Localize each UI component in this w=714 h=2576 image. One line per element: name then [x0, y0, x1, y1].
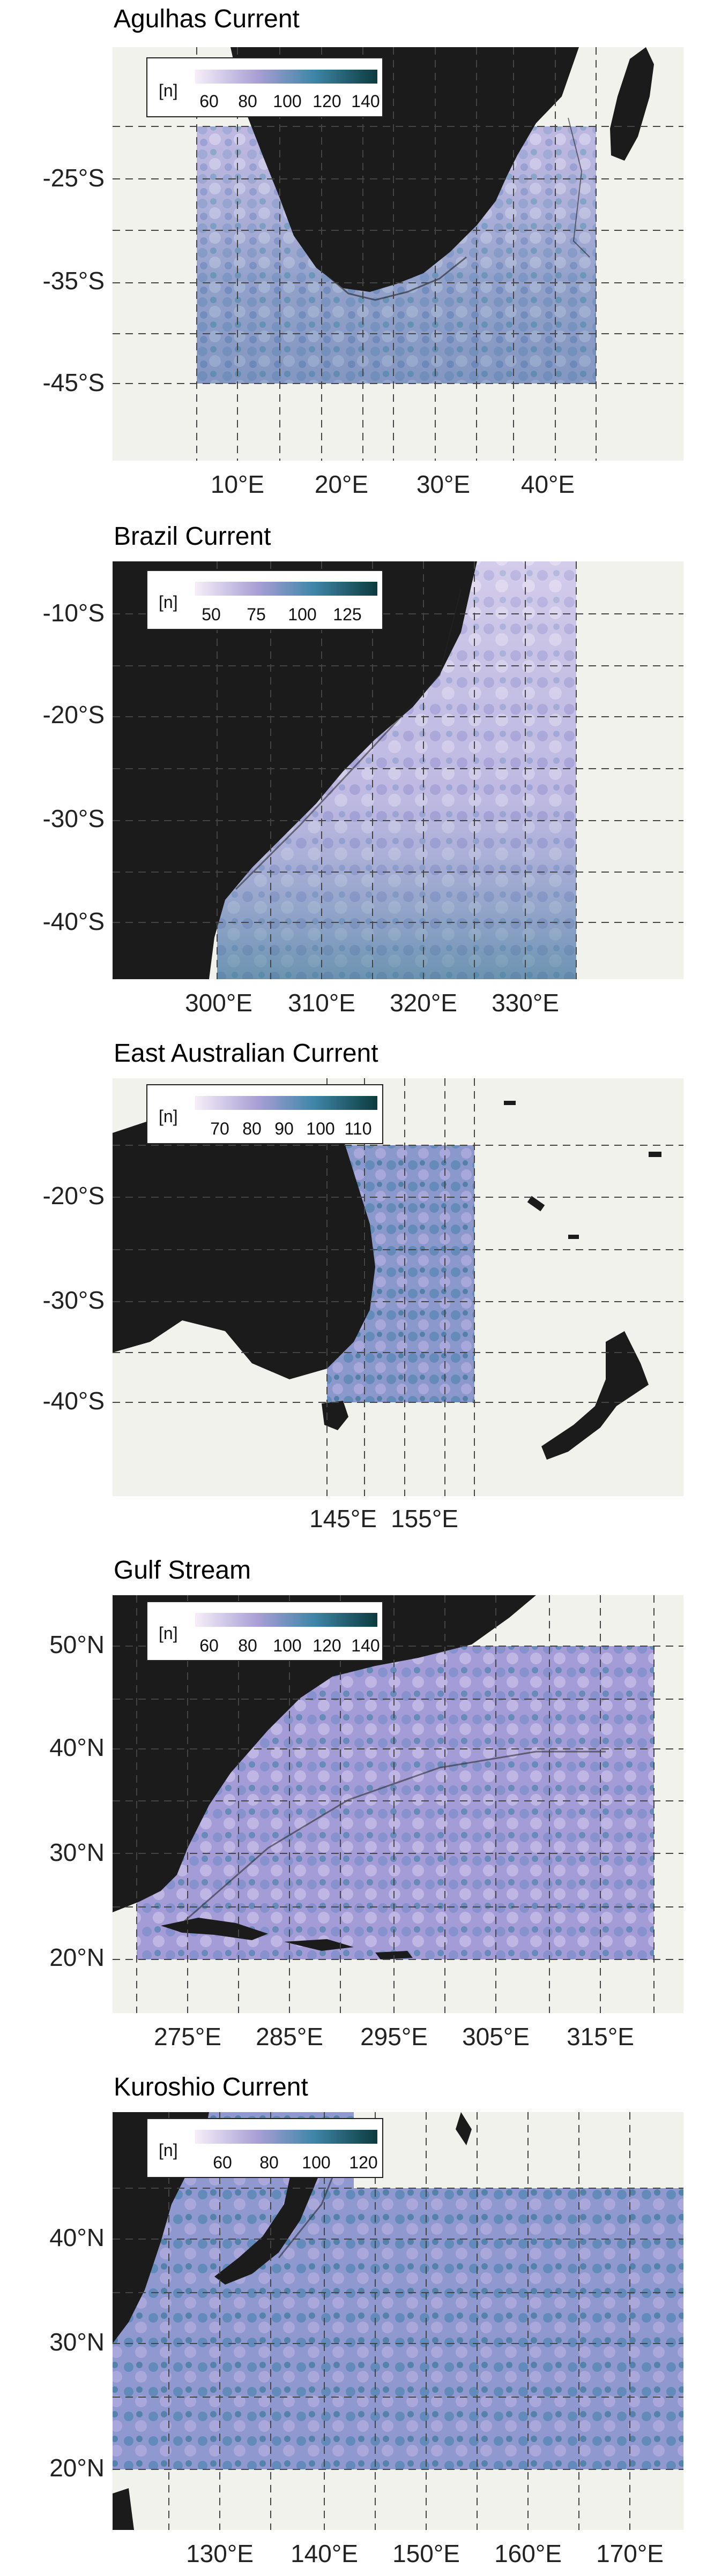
lon-label: 20°E: [315, 470, 368, 498]
map-kuroshio: [n] 60 80 100 120 40°N 30°N 20°N 130°E 1…: [49, 2112, 683, 2567]
graticule: [113, 47, 683, 461]
lon-label: 40°E: [521, 470, 575, 498]
legend-tick: 80: [259, 2153, 279, 2172]
legend-tick: 120: [313, 92, 341, 111]
legend-tick: 80: [238, 92, 257, 111]
legend-colorbar: [195, 582, 377, 596]
land-north-america: [113, 1595, 536, 1912]
lon-label: 305°E: [462, 2023, 530, 2051]
lon-label: 160°E: [494, 2540, 562, 2567]
map-agulhas: [n] 60 80 100 120 140 -25°S -35°S -45°S …: [42, 47, 683, 498]
legend-tick: 100: [302, 2153, 330, 2172]
legend-tick: 90: [274, 1119, 294, 1138]
lon-label: 130°E: [186, 2540, 254, 2567]
lon-label: 170°E: [596, 2540, 664, 2567]
legend-tick: 70: [210, 1119, 229, 1138]
legend-unit: [n]: [159, 1107, 178, 1126]
legend-tick: 120: [349, 2153, 377, 2172]
map-gulf-stream: [n] 60 80 100 120 140 50°N 40°N 30°N 20°…: [49, 1595, 683, 2051]
panel-kuroshio: Kuroshio Current: [0, 2065, 714, 2576]
lat-label: 50°N: [49, 1631, 105, 1658]
legend-tick: 60: [199, 1636, 219, 1655]
lon-label: 285°E: [256, 2023, 323, 2051]
legend-tick: 140: [351, 92, 380, 111]
legend: [n] 60 80 100 120 140: [146, 57, 383, 117]
legend-tick: 60: [213, 2153, 232, 2172]
legend-tick: 80: [242, 1119, 262, 1138]
legend-colorbar: [195, 70, 377, 84]
lat-label: -40°S: [42, 907, 105, 935]
legend-tick: 100: [306, 1119, 334, 1138]
legend-unit: [n]: [159, 2141, 178, 2160]
legend-colorbar: [195, 2130, 377, 2144]
legend-colorbar: [195, 1096, 377, 1110]
lon-label: 330°E: [492, 989, 559, 1017]
legend-unit: [n]: [159, 592, 178, 612]
lat-label: -20°S: [42, 701, 105, 729]
panel-east-australian: East Australian Current: [0, 1031, 714, 1548]
legend-tick: 100: [273, 92, 301, 111]
legend: [n] 50 75 100 125: [146, 570, 383, 630]
lon-label: 150°E: [392, 2540, 460, 2567]
legend-colorbar: [195, 1613, 377, 1627]
lat-label: -25°S: [42, 164, 105, 192]
lon-label: 30°E: [416, 470, 470, 498]
graticule: [113, 1078, 683, 1496]
lon-label: 10°E: [211, 470, 264, 498]
panel-brazil: Brazil Current: [0, 514, 714, 1031]
panel-title: Agulhas Current: [114, 5, 300, 33]
panel-agulhas: Agulhas Current: [0, 0, 714, 514]
lon-label: 275°E: [154, 2023, 221, 2051]
graticule: [113, 2112, 683, 2530]
legend-tick: 80: [238, 1636, 257, 1655]
legend-tick: 110: [344, 1119, 371, 1138]
legend-unit: [n]: [159, 81, 178, 100]
map-east-australian: [n] 70 80 90 100 110 -20°S -30°S -40°S 1…: [42, 1078, 683, 1533]
lat-label: 20°N: [49, 2454, 105, 2482]
lat-label: -45°S: [42, 369, 105, 396]
lon-label: 320°E: [390, 989, 457, 1017]
land-tasmania: [322, 1401, 348, 1430]
panel-gulf-stream: Gulf Stream: [0, 1548, 714, 2065]
lon-label: 140°E: [291, 2540, 358, 2567]
lat-label: -20°S: [42, 1182, 105, 1210]
panel-title: East Australian Current: [114, 1039, 378, 1068]
lat-label: -30°S: [42, 805, 105, 832]
land-madagascar: [610, 47, 654, 161]
legend-tick: 125: [333, 605, 361, 624]
legend-unit: [n]: [159, 1624, 178, 1643]
lat-label: 40°N: [49, 1733, 105, 1761]
land-new-zealand: [541, 1331, 649, 1460]
legend: [n] 60 80 100 120 140: [146, 1601, 383, 1661]
data-region: [113, 2188, 683, 2469]
legend-tick: 100: [288, 605, 316, 624]
lat-label: -40°S: [42, 1387, 105, 1415]
lon-label: 145°E: [309, 1505, 377, 1533]
lat-label: -35°S: [42, 267, 105, 295]
panel-title: Gulf Stream: [114, 1556, 251, 1584]
panel-title: Brazil Current: [114, 522, 271, 551]
lat-label: 40°N: [49, 2224, 105, 2251]
legend-tick: 140: [351, 1636, 380, 1655]
lon-label: 310°E: [288, 989, 355, 1017]
legend-tick: 120: [313, 1636, 341, 1655]
lat-label: 20°N: [49, 1943, 105, 1971]
lon-label: 155°E: [391, 1505, 458, 1533]
land-australia: [113, 1090, 375, 1379]
lon-label: 315°E: [567, 2023, 634, 2051]
legend-tick: 75: [247, 605, 266, 624]
lon-label: 295°E: [360, 2023, 428, 2051]
lat-label: 30°N: [49, 1838, 105, 1866]
lat-label: -30°S: [42, 1286, 105, 1314]
lon-label: 300°E: [185, 989, 252, 1017]
legend-tick: 60: [199, 92, 219, 111]
panel-title: Kuroshio Current: [114, 2073, 308, 2101]
legend-tick: 100: [273, 1636, 301, 1655]
legend-tick: 50: [202, 605, 221, 624]
lat-label: -10°S: [42, 599, 105, 627]
lat-label: 30°N: [49, 2328, 105, 2356]
map-brazil: [n] 50 75 100 125 -10°S -20°S -30°S -40°…: [42, 561, 683, 1017]
legend: [n] 70 80 90 100 110: [146, 1084, 383, 1144]
legend: [n] 60 80 100 120: [146, 2118, 383, 2178]
